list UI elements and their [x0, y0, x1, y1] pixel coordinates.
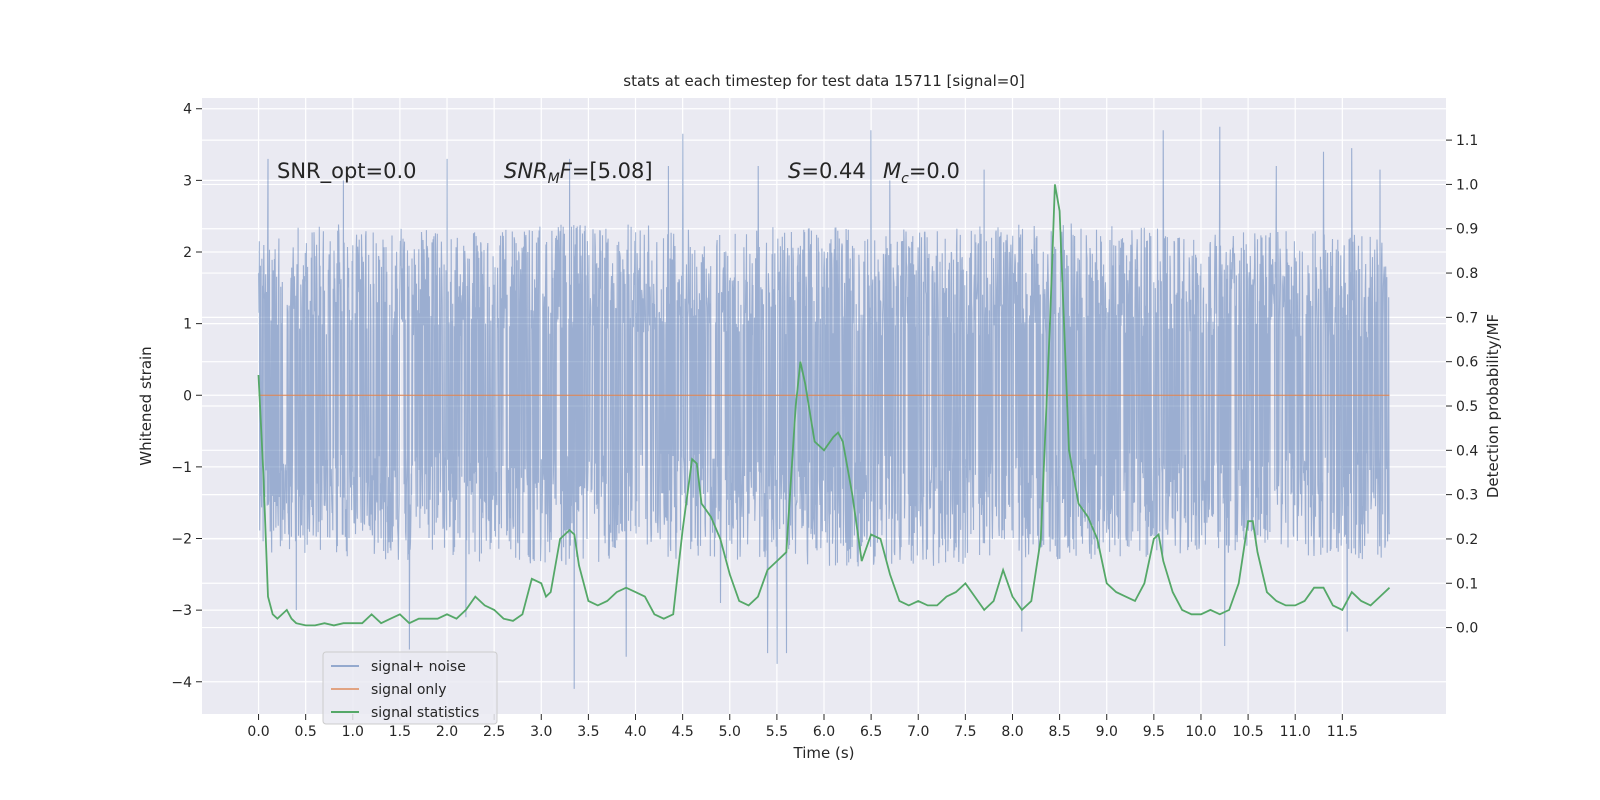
x-tick-label: 0.5	[295, 724, 317, 740]
annotation-s: S=0.44	[788, 159, 866, 183]
y-tick-label: 0	[183, 388, 192, 404]
chart-title: stats at each timestep for test data 157…	[623, 72, 1024, 90]
annotation-part: M	[883, 159, 901, 183]
x-tick-label: 6.0	[813, 724, 835, 740]
x-tick-label: 4.0	[624, 724, 646, 740]
x-tick-label: 1.5	[389, 724, 411, 740]
annotation-mc: Mc=0.0	[883, 159, 960, 187]
x-tick-label: 5.5	[766, 724, 788, 740]
y-tick-label: 2	[183, 245, 192, 261]
y2-tick-label: 0.9	[1456, 222, 1478, 238]
y-tick-label: −4	[171, 675, 192, 691]
y2-tick-label: 0.4	[1456, 443, 1478, 459]
x-tick-label: 0.0	[247, 724, 269, 740]
x-tick-label: 10.0	[1185, 724, 1216, 740]
x-tick-label: 6.5	[860, 724, 882, 740]
signal-statistics-line	[257, 184, 1391, 627]
x-tick-label: 3.0	[530, 724, 552, 740]
y-tick-label: −3	[171, 603, 192, 619]
annotation-part: =0.0	[909, 159, 960, 183]
y2-tick-label: 0.0	[1456, 621, 1478, 637]
x-tick-label: 1.0	[342, 724, 364, 740]
y2-tick-label: 0.5	[1456, 399, 1478, 415]
x-tick-label: 9.5	[1143, 724, 1165, 740]
x-tick-label: 8.5	[1048, 724, 1070, 740]
annotation-part: =0.44	[801, 159, 865, 183]
x-tick-label: 11.0	[1280, 724, 1311, 740]
y-tick-label: 4	[183, 102, 192, 118]
y-tick-label: −1	[171, 460, 192, 476]
x-tick-label: 9.0	[1096, 724, 1118, 740]
x-tick-label: 5.0	[719, 724, 741, 740]
annotation-part: SNR_opt=0.0	[277, 159, 417, 184]
x-tick-label: 3.5	[577, 724, 599, 740]
annotation-part: S	[788, 159, 801, 183]
annotation-snr-opt: SNR_opt=0.0	[277, 159, 417, 184]
x-tick-label: 2.5	[483, 724, 505, 740]
axes: 0.0 0.5 1.0 1.5 2.0 2.5 3.0 3.5 4.0 4.5 5.0 5.5 6.0 6…	[137, 72, 1502, 762]
y2-tick-label: 1.0	[1456, 177, 1478, 193]
y2-tick-label: 0.2	[1456, 532, 1478, 548]
x-tick-label: 10.5	[1233, 724, 1264, 740]
annotation-snr-mf: SNRMF=[5.08]	[504, 159, 653, 187]
x-tick-label: 8.0	[1001, 724, 1023, 740]
annotations: SNR_opt=0.0 SNRMF=[5.08] S=0.44 Mc=0.0	[277, 159, 960, 187]
y2-axis-label: Detection probability/MF	[1484, 314, 1502, 498]
y2-tick-label: 0.1	[1456, 576, 1478, 592]
x-tick-label: 2.0	[436, 724, 458, 740]
annotation-part: SNR	[504, 159, 548, 183]
annotation-part: c	[901, 171, 909, 187]
line-series	[257, 184, 1391, 627]
x-tick-label: 11.5	[1327, 724, 1358, 740]
legend-box	[322, 651, 498, 725]
y2-tick-label: 0.8	[1456, 266, 1478, 282]
y-tick-label: 3	[183, 173, 192, 189]
legend-label: signal statistics	[371, 705, 479, 721]
x-tick-label: 7.5	[954, 724, 976, 740]
y-tick-label: 1	[183, 317, 192, 333]
noise-line	[257, 126, 1391, 689]
legend-label: signal only	[371, 682, 446, 698]
legend-label: signal+ noise	[371, 659, 466, 675]
y-axis-label: Whitened strain	[137, 346, 155, 465]
y2-tick-label: 0.3	[1456, 488, 1478, 504]
noise-series	[257, 126, 1391, 689]
annotation-part: F	[560, 159, 573, 183]
legend: signal+ noise signal only signal statistic…	[322, 651, 498, 725]
x-tick-label: 4.5	[672, 724, 694, 740]
annotation-part: =[5.08]	[572, 159, 653, 183]
x-tick-label: 7.0	[907, 724, 929, 740]
y2-tick-label: 0.6	[1456, 355, 1478, 371]
y-tick-label: −2	[171, 532, 192, 548]
annotation-part: M	[548, 171, 560, 187]
y2-tick-label: 0.7	[1456, 310, 1478, 326]
y2-tick-label: 1.1	[1456, 133, 1478, 149]
x-axis-label: Time (s)	[793, 744, 855, 762]
